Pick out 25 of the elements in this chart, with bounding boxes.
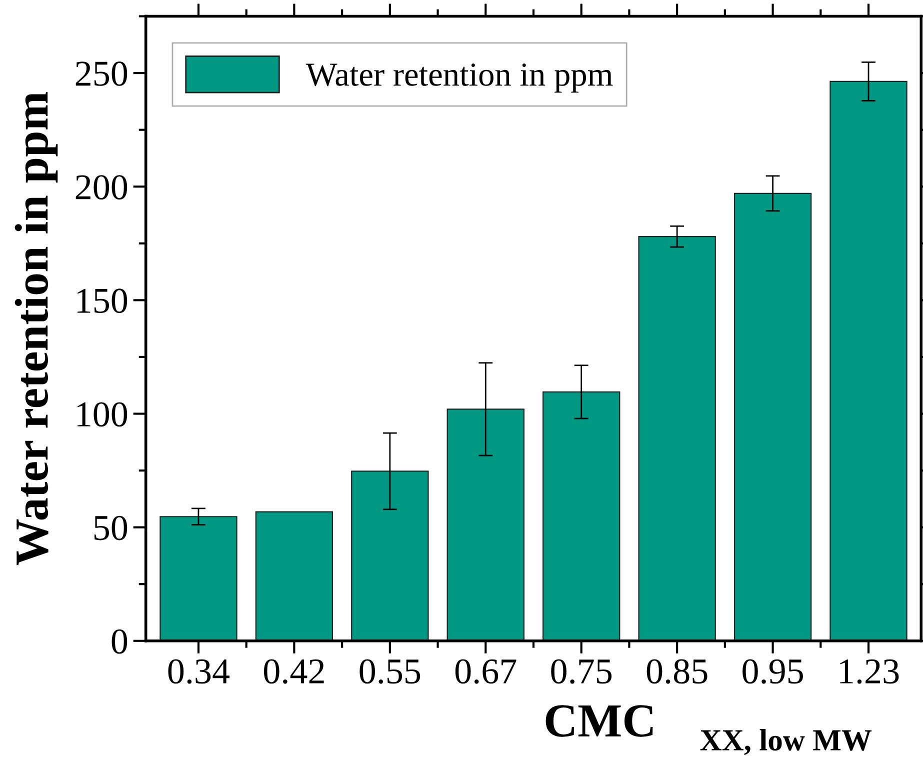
- y-tick-label: 200: [76, 175, 128, 200]
- x-tick-label: 0.75: [551, 659, 612, 684]
- y-tick-label: 0: [112, 629, 128, 654]
- x-tick-label: 0.95: [742, 659, 803, 684]
- bar: [734, 192, 812, 641]
- bar: [255, 511, 334, 641]
- x-tick-label: 0.55: [360, 659, 420, 684]
- x-axis-title: CMCXX, low MW: [546, 705, 872, 755]
- y-tick-label: 150: [77, 288, 128, 314]
- x-tick-label: 0.85: [646, 659, 708, 684]
- bar: [351, 470, 429, 641]
- bar: [446, 408, 524, 641]
- x-tick-label: 0.34: [168, 659, 230, 684]
- y-tick-label: 100: [77, 402, 128, 427]
- x-tick-label: 1.23: [840, 659, 899, 684]
- x-tick-label: 0.42: [264, 659, 324, 684]
- bar: [542, 391, 620, 641]
- y-tick-label: 50: [94, 516, 128, 540]
- bar: [638, 236, 716, 641]
- y-axis-title: Water retention in ppm: [14, 92, 58, 566]
- legend-label: Water retention in ppm: [306, 64, 613, 93]
- bar: [830, 80, 908, 641]
- bar: [160, 516, 238, 641]
- x-tick-label: 0.67: [455, 659, 516, 684]
- y-tick-label: 250: [76, 62, 128, 86]
